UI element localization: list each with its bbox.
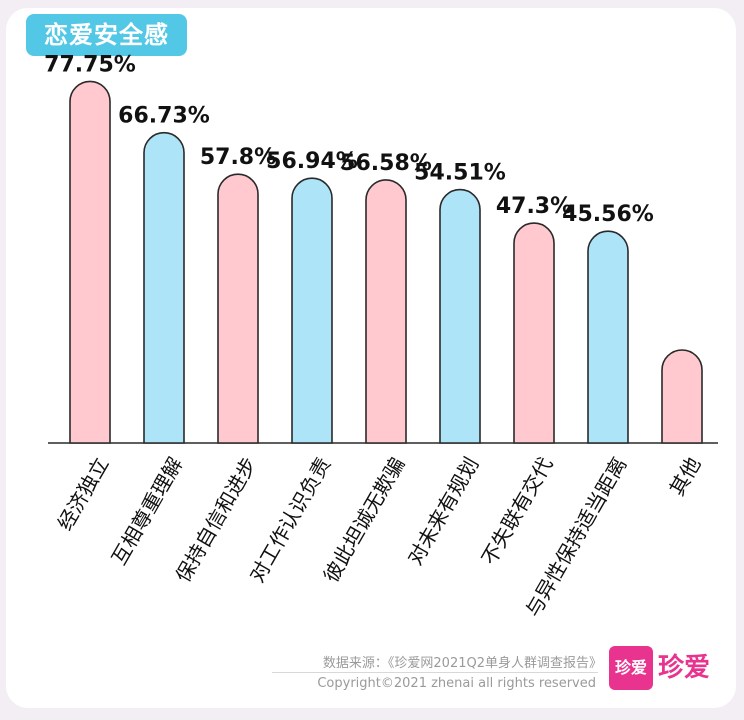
category-tick-label: 保持自信和进步 [171,453,262,586]
bar [291,177,333,444]
category-tick-label: 其他 [665,453,706,500]
data-label: 66.73% [118,104,210,129]
bar [217,173,259,444]
category-tick-label: 对未来有规划 [403,453,484,569]
bar [439,188,481,444]
data-label: 54.51% [414,161,506,186]
data-label: 47.3% [496,194,572,219]
category-tick-label: 对工作认识负责 [245,453,336,586]
bar [661,349,703,444]
data-label: 77.75% [44,52,136,77]
bar [587,230,629,444]
bar [365,179,407,444]
data-label: 45.56% [562,202,654,227]
data-label: 57.8% [200,145,276,170]
category-tick-label: 不失联有交代 [477,453,558,569]
bar [143,131,185,444]
bar [513,222,555,444]
chart-title: 恋爱安全感 [26,14,187,56]
category-tick-label: 互相尊重理解 [107,453,188,569]
data-label: 56.94% [266,149,358,174]
category-tick-label: 经济独立 [53,453,114,534]
category-tick-label: 彼此坦诚无欺骗 [319,453,410,586]
bar [69,80,111,444]
data-label: 56.58% [340,151,432,176]
